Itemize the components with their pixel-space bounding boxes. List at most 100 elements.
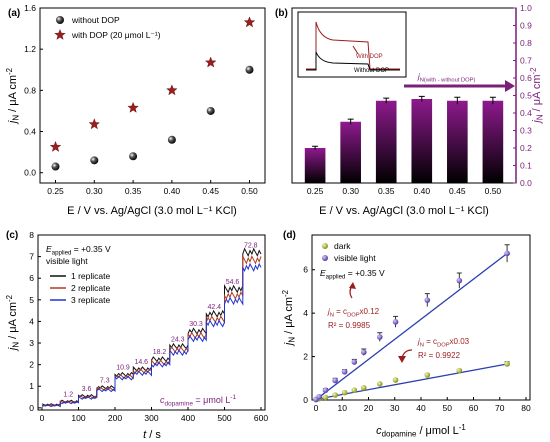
panel-a-xtick-label: 0.45: [202, 186, 219, 196]
panel-a-ylabel: jN / μA cm-2: [5, 68, 21, 125]
panel-d-ytick-label: 4: [303, 308, 308, 318]
panel-c-ytick-label: 8: [29, 230, 34, 240]
panel-a-point-without-dop: [206, 106, 215, 115]
panel-b-ytick-label: 0.1: [520, 161, 532, 171]
panel-c-step-label: 14.6: [134, 359, 148, 366]
panel-a-xlabel: E / V vs. Ag/AgCl (3.0 mol L⁻¹ KCl): [67, 205, 237, 217]
panel-a-xtick-label: 0.35: [125, 186, 142, 196]
panel-d-xtick-label: 0: [314, 403, 319, 413]
panel-d-point-light: [392, 319, 399, 325]
panel-a-point-without-dop: [90, 156, 99, 165]
panel-d-fit-line-dark: [315, 363, 508, 400]
panel-c-xtick-label: 0: [40, 413, 45, 423]
panel-b-ytick-label: 0.4: [520, 108, 532, 118]
panel-a-point-with-dop: [243, 16, 256, 28]
panel-c-xtick-label: 600: [254, 413, 268, 423]
panel-d-fit-r2-dark: R² = 0.9922: [418, 351, 461, 360]
panel-b-inset-pointer-with: [352, 45, 359, 55]
panel-a-legend-marker-with: [54, 28, 66, 40]
panel-b-ytick-label: 0.9: [520, 21, 532, 31]
panel-a-ytick-label: 0.8: [24, 85, 36, 95]
panel-a-legend-marker-without: [56, 16, 64, 24]
panel-d-point-light: [424, 297, 431, 303]
panel-c-condition: Eapplied = +0.35 V: [46, 244, 111, 257]
panel-b-ytick-label: 0.2: [520, 143, 532, 153]
panel-a-point-with-dop: [49, 140, 62, 152]
panel-d-xlabel: cdopamine / μmol L-1: [376, 423, 466, 439]
panel-d-xtick-label: 50: [443, 403, 453, 413]
panel-d-fit-line-light: [315, 252, 508, 401]
panel-d-point-light: [351, 359, 358, 365]
panel-c-step-label: 24.3: [171, 336, 185, 343]
panel-b-inset-curve-without: [306, 51, 400, 71]
panel-c-ytick-label: 2: [29, 360, 34, 370]
panel-d-point-light: [316, 393, 322, 400]
panel-c-xtick-label: 100: [71, 413, 85, 423]
panel-b-label: (b): [275, 8, 288, 19]
panel-c-step-label: 42.4: [207, 304, 221, 311]
panel-c-xlabel: t / s: [143, 429, 161, 441]
panel-a-point-with-dop: [204, 56, 217, 68]
panel-a-ytick-label: 1.6: [24, 3, 36, 13]
panel-c-xtick-label: 500: [217, 413, 231, 423]
panel-d-point-dark: [341, 389, 348, 396]
panel-c-step-label: 1.2: [63, 391, 73, 398]
panel-c-unit-label: cdopamine = μmol L-1: [160, 394, 237, 408]
panel-d-point-dark: [322, 394, 329, 401]
panel-a-ytick-label: 0.0: [24, 168, 36, 178]
panel-d-point-light: [341, 368, 348, 375]
panel-d-label: (d): [283, 230, 296, 241]
panel-b-xtick-label: 0.25: [307, 186, 324, 196]
panel-d-legend-marker-dark: [322, 243, 328, 249]
panel-b-inset-label-without: Without DOP: [354, 68, 389, 74]
panel-d-point-dark: [424, 372, 431, 378]
panel-d-legend-dark: dark: [334, 241, 351, 251]
panel-c-ytick-label: 1: [29, 381, 34, 391]
panel-a-ytick-label: 1.2: [24, 44, 36, 54]
panel-d-point-dark: [360, 385, 367, 391]
panel-d-point-light: [322, 387, 329, 394]
panel-d-xtick-label: 30: [390, 403, 400, 413]
panel-d-ytick-label: 2: [303, 352, 308, 362]
panel-c-step-label: 10.9: [116, 364, 130, 371]
panel-b-inset-label-with: With DOP: [356, 54, 383, 60]
panel-d-point-dark: [504, 361, 510, 367]
panel-a-frame: [39, 7, 266, 184]
panel-d-point-dark: [332, 392, 338, 398]
panel-b-arrow-head: [505, 80, 515, 92]
panel-c-step-label: 18.2: [153, 349, 167, 356]
panel-a-point-without-dop: [51, 162, 60, 171]
panel-d-point-light: [376, 334, 383, 340]
panel-d-fit-eq-dark: jN = cDOPx0.03: [417, 337, 470, 349]
panel-d-xtick-label: 40: [416, 403, 426, 413]
panel-b-bar: [304, 148, 326, 183]
panel-c-ytick-label: 4: [29, 316, 34, 326]
panel-d-point-light: [360, 349, 367, 356]
panel-a-point-with-dop: [127, 101, 139, 113]
panel-b-inset-curve-with: [306, 21, 400, 70]
panel-c-legend-label: 3 replicate: [71, 295, 110, 305]
panel-c-condition-light: visible light: [46, 256, 88, 266]
panel-a-legend-with: with DOP (20 μmol L⁻¹): [71, 30, 161, 40]
panel-a-point-with-dop: [166, 84, 178, 96]
panel-c-ylabel: jN / μA cm-2: [5, 295, 21, 352]
panel-c-xtick-label: 200: [108, 413, 122, 423]
panel-a-xtick-label: 0.40: [164, 186, 181, 196]
panel-d-fit-eq-light: jN = cDOPx0.12: [327, 307, 380, 319]
panel-b-bar: [482, 100, 504, 183]
panel-c-legend-label: 2 replicate: [71, 283, 110, 293]
panel-c-step-label: 30.3: [189, 321, 203, 328]
panel-a-point-with-dop: [88, 118, 101, 130]
panel-d-point-light: [456, 277, 463, 284]
panel-c-ytick-label: 5: [29, 295, 34, 305]
panel-c-ytick-label: 6: [29, 273, 34, 283]
panel-b-ytick-label: 0.7: [520, 56, 532, 66]
panel-b-xtick-label: 0.50: [485, 186, 502, 196]
panel-c-ytick-label: 0: [29, 403, 34, 413]
panel-c-xtick-label: 400: [181, 413, 195, 423]
panel-d-legend-marker-light: [322, 255, 328, 261]
panel-d-point-dark: [392, 377, 399, 383]
panel-a-ytick-label: 0.4: [24, 127, 36, 137]
panel-d-arrowhead-light: [349, 282, 356, 289]
